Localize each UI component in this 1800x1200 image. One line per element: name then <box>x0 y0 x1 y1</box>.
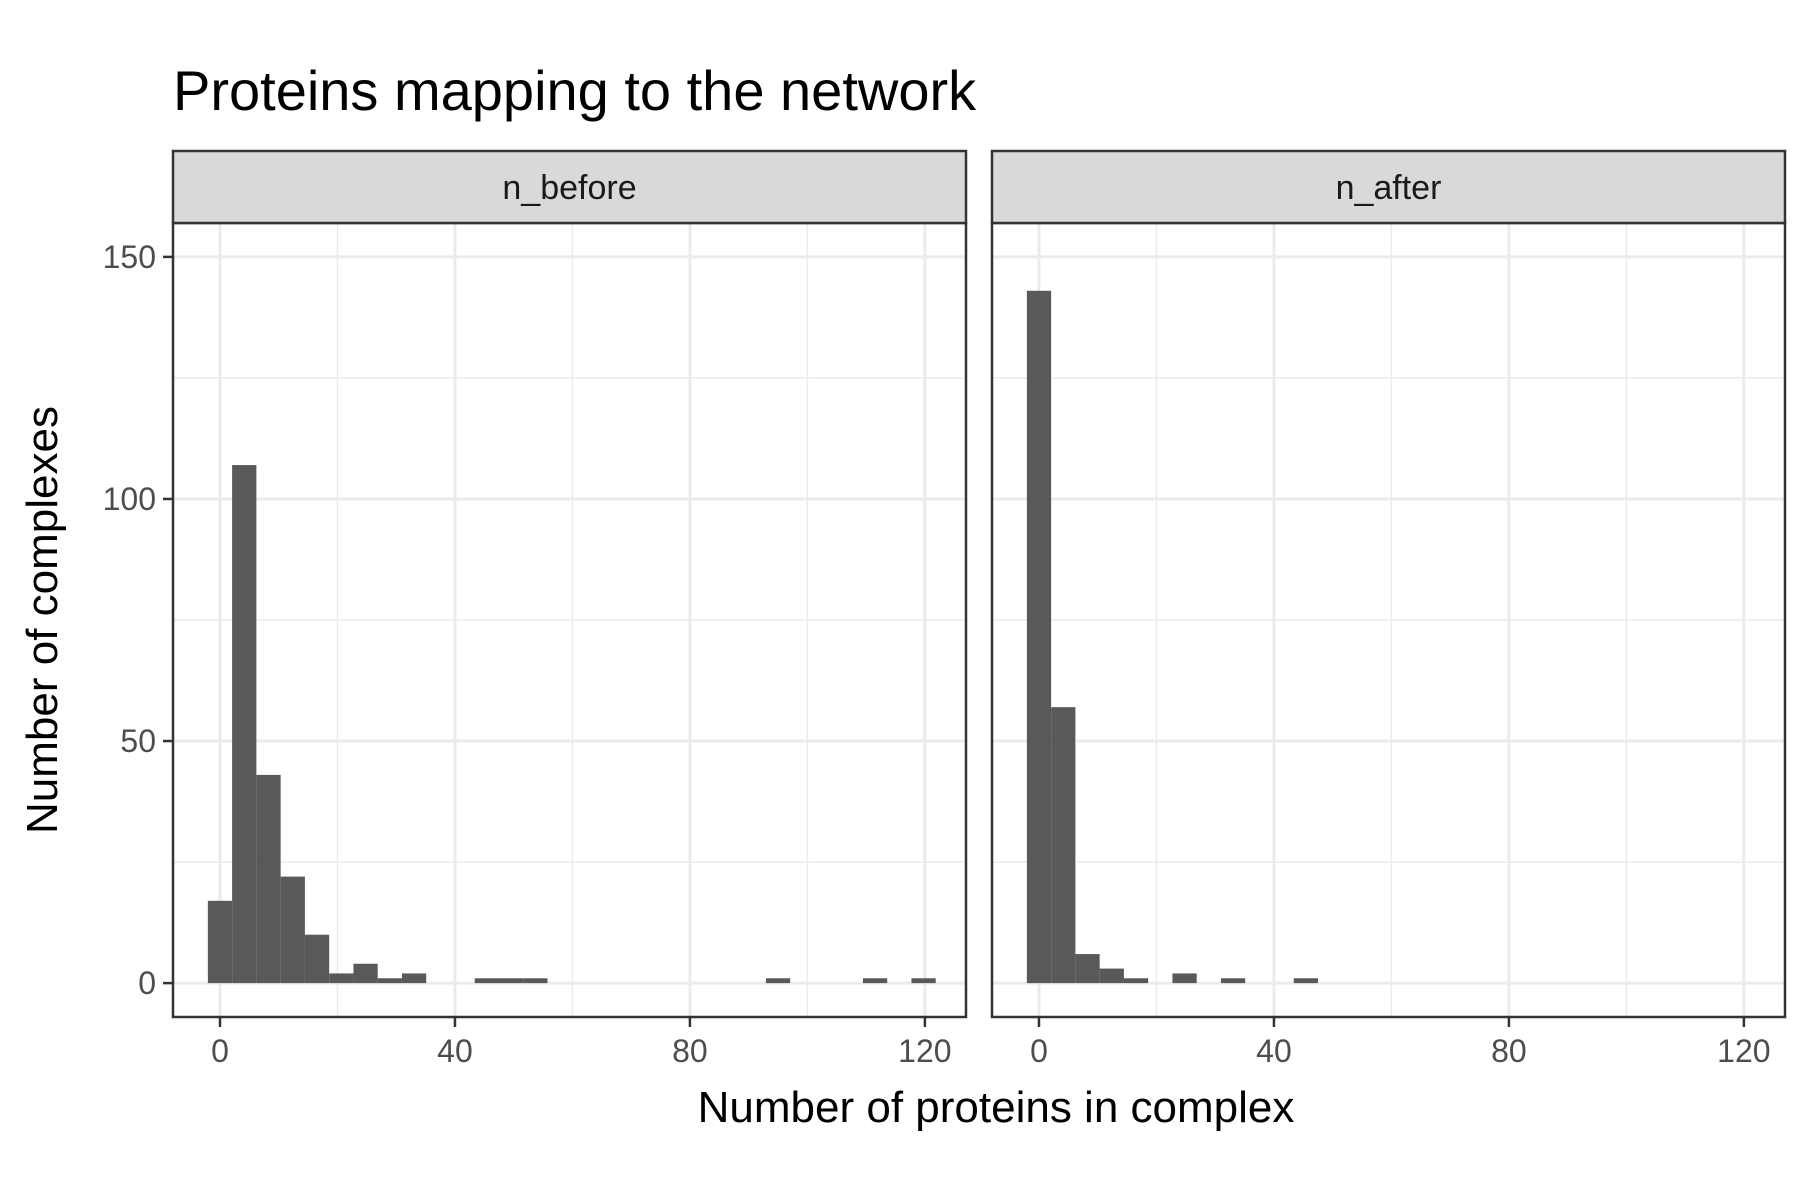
histogram-bar <box>1172 973 1197 984</box>
x-tick-label: 0 <box>1030 1033 1048 1069</box>
panel-n_after: n_after 0 40 80 120 <box>990 149 1787 1069</box>
y-tick-label: 100 <box>103 481 156 517</box>
x-tick-label: 40 <box>437 1033 473 1069</box>
facet-strip-label: n_after <box>1336 169 1442 207</box>
facet-strip-label: n_before <box>502 169 636 207</box>
histogram-bar <box>280 876 305 984</box>
x-tick-label: 80 <box>672 1033 708 1069</box>
histogram-bar <box>1075 954 1100 984</box>
histogram-bar <box>474 978 499 984</box>
y-tick-label: 0 <box>138 965 156 1001</box>
histogram-bar <box>911 978 936 984</box>
histogram-bar <box>353 963 378 984</box>
histogram-bar <box>232 465 257 984</box>
x-tick-label: 40 <box>1256 1033 1292 1069</box>
histogram-bar <box>1051 707 1076 984</box>
x-axis-title: Number of proteins in complex <box>698 1083 1295 1132</box>
histogram-bar <box>1026 290 1052 984</box>
panel-n_before: n_before 0 40 80 120 0 50 100 150 <box>103 149 968 1069</box>
histogram-bar <box>1293 978 1318 984</box>
x-tick-label: 120 <box>898 1033 951 1069</box>
y-tick-label: 150 <box>103 239 156 275</box>
y-axis-title: Number of complexes <box>18 406 67 834</box>
x-tick-label: 0 <box>211 1033 229 1069</box>
histogram-bar <box>377 978 402 984</box>
histogram-bar <box>523 978 548 984</box>
histogram-bar <box>1099 968 1124 984</box>
histogram-bar <box>304 934 330 984</box>
histogram-bar <box>1123 978 1149 984</box>
histogram-bar <box>862 978 888 984</box>
histogram-bar <box>256 774 281 984</box>
facet-strip <box>990 149 1787 225</box>
histogram-bar <box>329 973 354 984</box>
histogram-bar <box>401 973 427 984</box>
facet-panels: n_before 0 40 80 120 0 50 100 150 n_after 0 40 80 120 <box>103 149 1787 1069</box>
histogram-bar <box>765 978 791 984</box>
x-tick-label: 120 <box>1717 1033 1770 1069</box>
chart-title: Proteins mapping to the network <box>173 59 977 122</box>
histogram-bar <box>1220 978 1246 984</box>
y-tick-label: 50 <box>120 723 156 759</box>
histogram-bar <box>207 900 233 984</box>
facet-strip <box>171 149 968 225</box>
x-tick-label: 80 <box>1491 1033 1527 1069</box>
histogram-bar <box>498 978 524 984</box>
